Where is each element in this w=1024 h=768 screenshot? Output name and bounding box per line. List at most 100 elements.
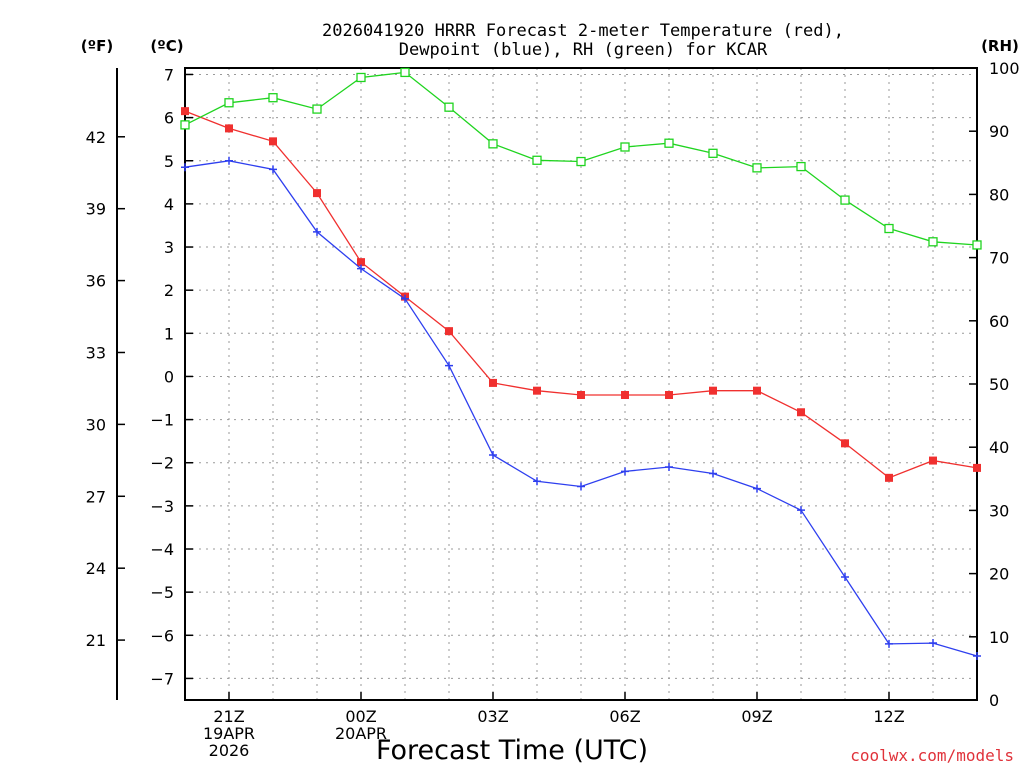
celsius-tick-label: −6	[150, 626, 174, 645]
dewpoint-point	[269, 165, 277, 174]
celsius-unit-label: (ºC)	[150, 37, 183, 55]
celsius-tick-label: −2	[150, 454, 174, 473]
dewpoint-point	[577, 482, 585, 491]
rh-point	[356, 72, 366, 83]
temperature-point	[269, 137, 277, 146]
temperature-point	[489, 378, 497, 387]
temperature-point	[885, 473, 893, 482]
celsius-tick-label: 6	[164, 109, 174, 128]
rh-point	[312, 104, 322, 114]
rh-tick-label: 60	[989, 312, 1009, 331]
celsius-tick-label: 7	[164, 65, 174, 84]
rh-point	[796, 161, 806, 172]
dewpoint-point	[709, 469, 717, 478]
rh-point	[400, 67, 410, 78]
temperature-point	[533, 386, 541, 395]
temperature-point	[753, 386, 761, 395]
chart-title-line-1: 2026041920 HRRR Forecast 2-meter Tempera…	[322, 21, 844, 41]
rh-tick-label: 80	[989, 185, 1009, 204]
fahrenheit-tick-label: 33	[86, 343, 106, 362]
temperature-point	[181, 107, 189, 116]
dewpoint-point	[313, 227, 321, 236]
rh-point	[444, 102, 454, 112]
celsius-tick-label: −1	[150, 411, 174, 430]
rh-tick-label: 40	[989, 438, 1009, 457]
dewpoint-point	[533, 477, 541, 486]
dewpoint-point	[973, 651, 981, 660]
temperature-point	[709, 386, 717, 395]
rh-point	[884, 223, 894, 234]
rh-point	[224, 98, 234, 108]
rh-tick-label: 70	[989, 249, 1009, 268]
celsius-tick-label: −3	[150, 497, 174, 516]
dewpoint-point	[489, 450, 497, 459]
rh-tick-label: 20	[989, 565, 1009, 584]
dewpoint-point	[797, 506, 805, 515]
x-tick-label: 09Z	[741, 707, 772, 726]
fahrenheit-tick-label: 27	[86, 487, 106, 506]
rh-point	[664, 138, 674, 148]
x-tick-label: 06Z	[609, 707, 640, 726]
dewpoint-point	[929, 639, 937, 648]
rh-point	[620, 142, 630, 152]
temperature-point	[577, 391, 585, 400]
celsius-tick-label: −4	[150, 540, 174, 559]
dewpoint-point	[357, 264, 365, 273]
dewpoint-point	[181, 163, 189, 172]
temperature-point	[313, 189, 321, 198]
dewpoint-point	[401, 294, 409, 303]
x-tick-label: 21Z	[213, 707, 244, 726]
celsius-tick-label: 4	[164, 195, 174, 214]
x-tick-label: 03Z	[477, 707, 508, 726]
fahrenheit-tick-label: 24	[86, 559, 106, 578]
rh-point	[268, 93, 278, 103]
dewpoint-point	[753, 484, 761, 493]
rh-tick-label: 30	[989, 501, 1009, 520]
celsius-tick-label: 1	[164, 324, 174, 343]
dewpoint-point	[885, 639, 893, 648]
dewpoint-point	[445, 361, 453, 370]
temperature-point	[797, 408, 805, 417]
rh-point	[532, 155, 542, 165]
x-tick-label: 19APR	[203, 724, 255, 743]
rh-unit-label: (RH)	[981, 37, 1019, 55]
temperature-point	[973, 463, 981, 472]
rh-tick-label: 10	[989, 628, 1009, 647]
temperature-point	[225, 124, 233, 133]
rh-tick-label: 50	[989, 375, 1009, 394]
temperature-point	[621, 391, 629, 400]
x-tick-label: 2026	[209, 741, 250, 760]
dewpoint-point	[665, 463, 673, 472]
fahrenheit-tick-label: 39	[86, 200, 106, 219]
fahrenheit-unit-label: (ºF)	[81, 37, 113, 55]
x-axis-title: Forecast Time (UTC)	[376, 735, 648, 766]
chart-title-line-2: Dewpoint (blue), RH (green) for KCAR	[399, 40, 768, 60]
dewpoint-point	[621, 467, 629, 476]
x-tick-label: 20APR	[335, 724, 387, 743]
rh-point	[708, 148, 718, 158]
credit-text: coolwx.com/models	[850, 746, 1014, 765]
rh-point	[576, 156, 586, 167]
celsius-tick-label: 0	[164, 367, 174, 386]
rh-tick-label: 90	[989, 122, 1009, 141]
dewpoint-point	[225, 156, 233, 165]
celsius-tick-label: −7	[150, 669, 174, 688]
temperature-point	[357, 258, 365, 267]
rh-point	[752, 163, 762, 173]
fahrenheit-tick-label: 42	[86, 128, 106, 147]
rh-tick-label: 0	[989, 691, 999, 710]
rh-point	[972, 240, 982, 250]
celsius-tick-label: 5	[164, 152, 174, 171]
x-tick-label: 00Z	[345, 707, 376, 726]
rh-tick-label: 100	[989, 59, 1020, 78]
celsius-tick-label: −5	[150, 583, 174, 602]
rh-point	[840, 195, 850, 205]
celsius-tick-label: 3	[164, 238, 174, 257]
temperature-point	[445, 327, 453, 336]
temperature-point	[841, 439, 849, 448]
temperature-point	[665, 391, 673, 400]
x-tick-label: 12Z	[873, 707, 904, 726]
rh-point	[180, 120, 190, 130]
